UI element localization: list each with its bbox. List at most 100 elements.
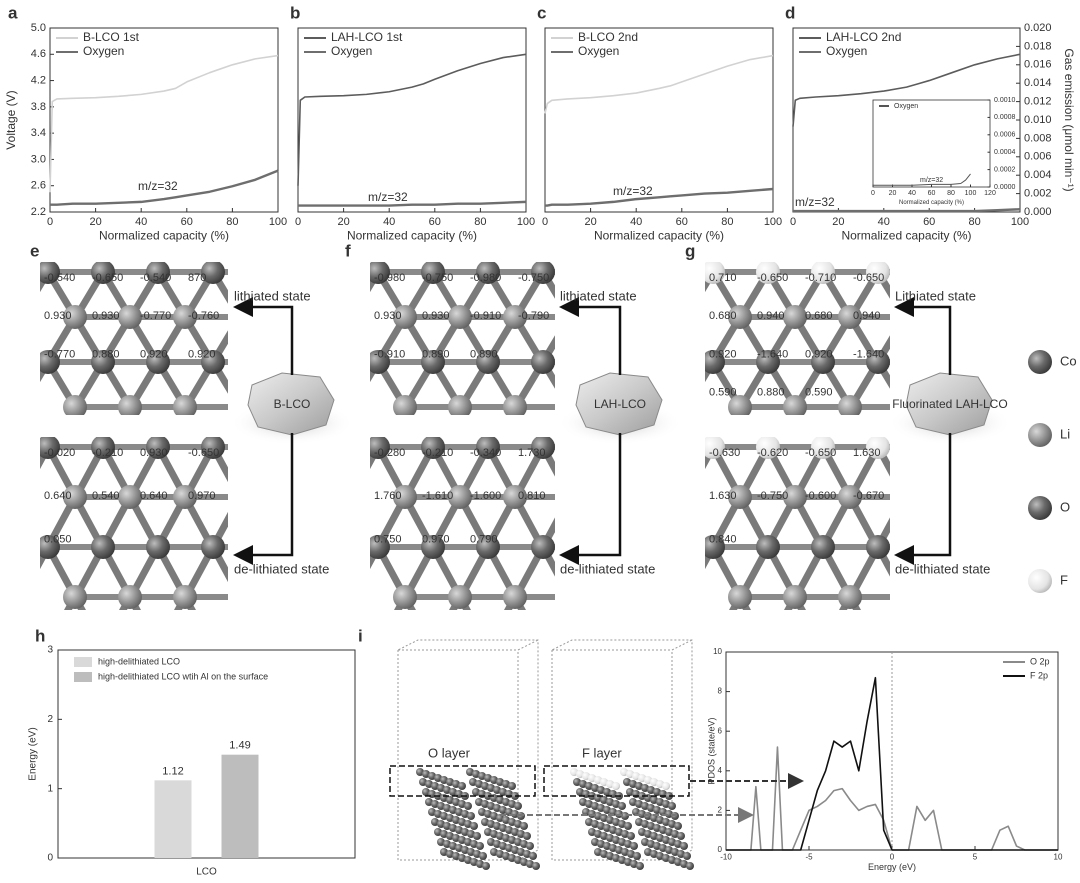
charge-label: -0.650	[92, 272, 123, 284]
atom	[613, 305, 637, 329]
bond	[571, 447, 598, 497]
charge-label: -0.210	[422, 447, 453, 459]
atom	[173, 585, 197, 609]
charge-label: 0.970	[422, 533, 450, 545]
plot-frame	[872, 99, 991, 188]
atom	[448, 305, 472, 329]
charge-label: -0.770	[44, 348, 75, 360]
charge-label: -0.280	[374, 447, 405, 459]
annotation: m/z=32	[795, 195, 835, 209]
atom	[921, 350, 945, 374]
charge-label: 0.890	[422, 348, 450, 360]
particle-label: LAH-LCO	[594, 397, 646, 411]
atom	[448, 485, 472, 509]
bond	[933, 497, 960, 547]
panel-letter: f	[345, 241, 351, 260]
atom	[421, 350, 445, 374]
charge-label: 0.940	[853, 310, 881, 322]
charge-label: 0.810	[518, 490, 546, 502]
y-tick-label: 2	[47, 714, 53, 725]
panel-letter: b	[290, 3, 300, 22]
atom	[448, 395, 472, 415]
bond	[625, 317, 652, 362]
atom	[728, 395, 752, 415]
plot-frame	[297, 27, 527, 213]
panel-letter: d	[785, 3, 795, 22]
charge-label: -0.760	[188, 310, 219, 322]
atom	[91, 350, 115, 374]
charge-label: -0.210	[92, 447, 123, 459]
x-tick-label: 60	[429, 216, 441, 228]
slab-atom	[662, 782, 670, 790]
slab-atom	[482, 862, 490, 870]
atom	[63, 485, 87, 509]
atom	[393, 395, 417, 415]
atom	[393, 305, 417, 329]
y2-tick-label: 0.008	[1024, 132, 1052, 144]
x-tick-label: 0	[890, 852, 895, 861]
charge-label: -0.630	[709, 447, 740, 459]
atom	[558, 305, 582, 329]
charge-label: -0.650	[805, 447, 836, 459]
atom	[586, 350, 610, 374]
y2-tick-label: 0.0008	[994, 114, 1016, 121]
charge-label: -0.650	[853, 272, 884, 284]
layer-label: F layer	[582, 745, 622, 760]
atom	[756, 262, 780, 284]
x-tick-label: 80	[226, 216, 238, 228]
atom	[201, 350, 225, 374]
atom	[476, 437, 500, 459]
x-tick-label: 80	[721, 216, 733, 228]
y2-tick-label: 0.002	[1024, 188, 1052, 200]
slab-atom	[618, 802, 626, 810]
atom	[118, 485, 142, 509]
slab-atom	[523, 832, 531, 840]
atom	[421, 437, 445, 459]
x-tick-label: 0	[542, 216, 548, 228]
atom	[613, 585, 637, 609]
x-tick-label: 60	[923, 216, 935, 228]
atom	[783, 485, 807, 509]
bond	[960, 497, 987, 547]
charge-label: 0.640	[140, 490, 168, 502]
charge-label: -1.640	[853, 348, 884, 360]
atom	[476, 350, 500, 374]
charge-label: -1.610	[422, 490, 453, 502]
x-axis-label: Energy (eV)	[868, 862, 916, 872]
legend-atom	[1028, 496, 1052, 520]
atom	[393, 585, 417, 609]
arrow	[233, 433, 294, 565]
atom	[118, 585, 142, 609]
bond	[213, 597, 240, 647]
bond	[268, 597, 295, 647]
x-tick-label: 100	[965, 190, 977, 197]
y2-tick-label: 0.0006	[994, 132, 1016, 139]
charge-label: -0.600	[805, 490, 836, 502]
charge-label: 0.970	[188, 490, 216, 502]
legend-label: Oxygen	[331, 44, 372, 58]
atom	[173, 395, 197, 415]
charge-label: 0.920	[188, 348, 216, 360]
charge-label: -0.540	[44, 272, 75, 284]
charge-label: -0.910	[374, 348, 405, 360]
slab-atom	[627, 832, 635, 840]
charge-label: 0.590	[805, 387, 833, 399]
layer-label: O layer	[428, 745, 471, 760]
atom	[448, 585, 472, 609]
y-tick-label: 3.4	[31, 127, 46, 139]
slab-atom	[479, 852, 487, 860]
x-tick-label: -10	[720, 852, 732, 861]
charge-label: 0.920	[805, 348, 833, 360]
charge-label: -0.750	[422, 272, 453, 284]
annotation: m/z=32	[920, 177, 943, 184]
legend-label: Oxygen	[578, 44, 619, 58]
atom	[146, 262, 170, 284]
legend-label: LAH-LCO 2nd	[826, 30, 901, 44]
legend-swatch	[74, 672, 92, 682]
bond	[295, 497, 322, 547]
legend-label: LAH-LCO 1st	[331, 30, 403, 44]
bond	[295, 597, 322, 647]
slab-atom	[467, 812, 475, 820]
atom	[118, 395, 142, 415]
charge-label: 870	[188, 272, 206, 284]
